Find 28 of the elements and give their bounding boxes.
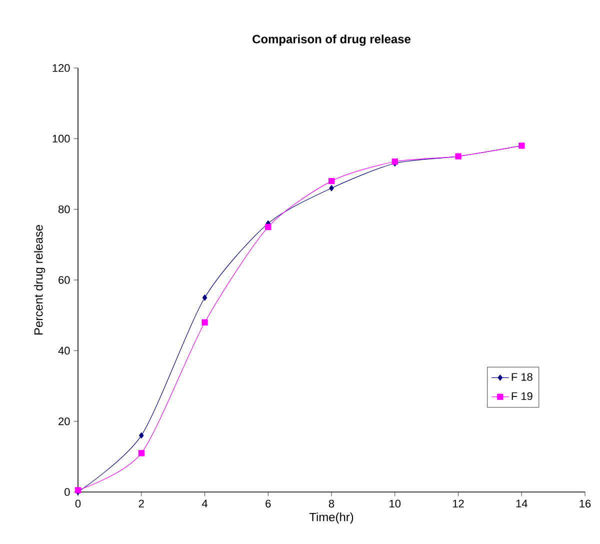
- point: [328, 178, 335, 184]
- point: [202, 319, 208, 326]
- y-tick-label: 120: [52, 64, 70, 72]
- x-tick-label: 16: [580, 500, 591, 508]
- chart-title: Comparison of drug release: [252, 34, 410, 46]
- y-tick-label: 60: [58, 276, 70, 284]
- x-tick-label: 4: [202, 500, 208, 508]
- point: [202, 294, 208, 301]
- legend-label: F 19: [512, 392, 532, 400]
- x-axis-title: Time(hr): [309, 512, 354, 524]
- x-tick-label: 0: [75, 500, 81, 508]
- point: [138, 450, 144, 456]
- x-tick-label: 2: [138, 500, 144, 508]
- y-axis-title: Percent drug release: [34, 225, 46, 334]
- x-tick-label: 10: [390, 500, 401, 508]
- y-tick-label: 80: [58, 205, 70, 214]
- legend-label: F 18: [512, 373, 532, 381]
- point: [329, 185, 334, 192]
- x-tick-label: 12: [452, 500, 464, 508]
- point: [138, 432, 144, 439]
- point: [265, 224, 272, 230]
- y-tick-label: 0: [64, 488, 70, 496]
- x-tick-label: 8: [328, 500, 334, 508]
- x-tick-label: 14: [516, 500, 528, 508]
- y-tick-label: 20: [58, 417, 70, 426]
- x-tick-label: 6: [266, 500, 271, 508]
- y-tick-label: 100: [52, 134, 70, 143]
- y-tick-label: 40: [58, 346, 70, 355]
